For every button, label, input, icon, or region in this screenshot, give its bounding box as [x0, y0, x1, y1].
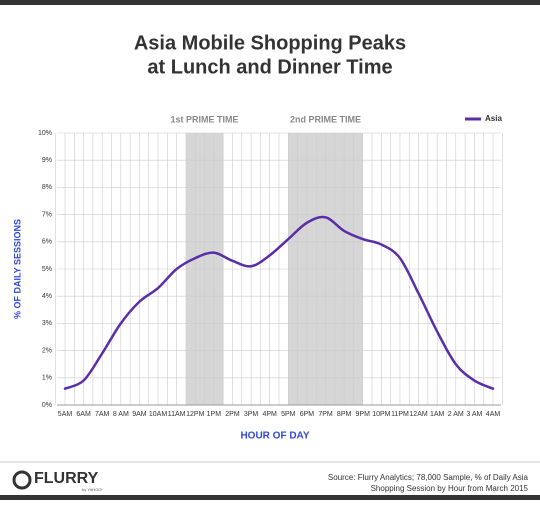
x-tick-label: 6AM [76, 411, 91, 418]
x-tick-label: 1AM [430, 411, 445, 418]
line-series [63, 215, 495, 390]
logo-icon [12, 470, 32, 490]
x-axis-label: HOUR OF DAY [240, 431, 309, 442]
x-tick-label: 4PM [262, 411, 277, 418]
x-tick-label: 12PM [186, 411, 204, 418]
x-tick-label: 8PM [337, 411, 352, 418]
x-tick-label: 2 AM [448, 411, 464, 418]
y-tick-label: 0% [42, 402, 52, 409]
x-tick-label: 1PM [207, 411, 222, 418]
logo-sub: by YAHOO! [82, 487, 103, 492]
y-tick-label: 8% [42, 184, 52, 191]
x-tick-label: 7AM [95, 411, 110, 418]
chart-title: Asia Mobile Shopping Peaks [134, 32, 406, 54]
x-tick-label: 3PM [244, 411, 259, 418]
x-tick-label: 9PM [356, 411, 371, 418]
y-tick-label: 2% [42, 347, 52, 354]
x-tick-label: 6PM [300, 411, 315, 418]
logo: FLURRY [34, 470, 99, 487]
top-bar [0, 0, 540, 5]
x-tick-label: 5PM [281, 411, 296, 418]
highlight-label: 1st PRIME TIME [171, 114, 239, 124]
x-tick-label: 8 AM [113, 411, 129, 418]
x-tick-label: 10PM [372, 411, 390, 418]
y-tick-label: 10% [38, 130, 52, 137]
x-tick-label: 11PM [391, 411, 409, 418]
legend-label: Asia [485, 114, 502, 123]
y-tick-label: 6% [42, 239, 52, 246]
x-tick-label: 4AM [486, 411, 501, 418]
y-tick-label: 7% [42, 211, 52, 218]
x-tick-label: 3 AM [466, 411, 482, 418]
x-tick-label: 7PM [318, 411, 333, 418]
highlight-label: 2nd PRIME TIME [290, 114, 361, 124]
source: Shopping Session by Hour from March 2015 [371, 484, 529, 493]
chart-title: at Lunch and Dinner Time [147, 56, 392, 78]
y-axis-label: % OF DAILY SESSIONS [12, 219, 22, 319]
x-tick-label: 12AM [409, 411, 427, 418]
x-tick-label: 9AM [132, 411, 147, 418]
x-tick-label: 11AM [168, 411, 186, 418]
bottom-bar [0, 495, 540, 500]
y-tick-label: 3% [42, 320, 52, 327]
y-tick-label: 5% [42, 266, 52, 273]
y-tick-label: 1% [42, 375, 52, 382]
y-tick-label: 9% [42, 157, 52, 164]
x-tick-label: 2PM [225, 411, 240, 418]
x-tick-label: 10AM [149, 411, 167, 418]
source: Source: Flurry Analytics; 78,000 Sample,… [328, 473, 529, 482]
y-tick-label: 4% [42, 293, 52, 300]
x-tick-label: 5AM [58, 411, 73, 418]
